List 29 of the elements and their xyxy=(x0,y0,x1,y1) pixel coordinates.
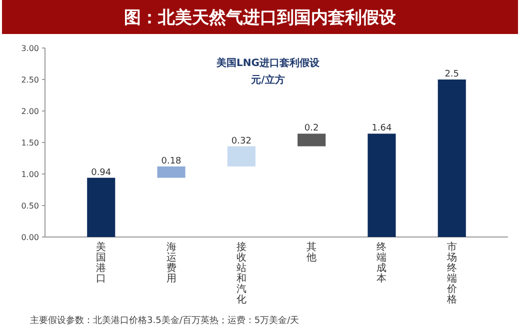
bar xyxy=(157,166,186,178)
y-axis-title: 元/立方 xyxy=(250,74,285,86)
y-tick-label: 0.00 xyxy=(21,233,39,242)
x-tick-label: 其他 xyxy=(306,241,317,264)
x-tick-label: 海运费用 xyxy=(166,241,176,284)
y-tick-label: 1.50 xyxy=(21,138,39,148)
data-label: 0.32 xyxy=(231,136,252,146)
bar xyxy=(298,134,326,146)
data-label: 1.64 xyxy=(372,124,392,134)
bar xyxy=(227,146,256,166)
x-tick-label: 美国港口 xyxy=(96,241,106,284)
data-label: 0.18 xyxy=(161,156,182,166)
x-tick-label: 市场终端价格 xyxy=(446,241,457,306)
y-tick-label: 1.00 xyxy=(21,170,39,179)
chart-title: 图：北美天然气进口到国内套利假设 xyxy=(124,8,397,28)
text: 美国LNG进口套利假设 xyxy=(216,57,320,69)
text: 主要假设参数：北美港口价格3.5美金/百万英热；运费：5万美金/天 xyxy=(30,315,300,326)
data-label: 0.2 xyxy=(304,124,319,134)
bar xyxy=(438,80,466,237)
bar xyxy=(87,178,116,237)
data-label: 0.94 xyxy=(91,168,112,178)
x-tick-label: 终端成本 xyxy=(376,241,387,284)
y-tick-label: 3.00 xyxy=(21,44,39,53)
y-tick-label: 2.50 xyxy=(21,76,39,84)
bar xyxy=(368,134,396,237)
x-tick-label: 接收站和汽化 xyxy=(236,241,246,306)
data-label: 2.5 xyxy=(444,70,460,80)
y-tick-label: 2.00 xyxy=(21,107,39,116)
y-tick-label: 0.50 xyxy=(21,202,39,210)
